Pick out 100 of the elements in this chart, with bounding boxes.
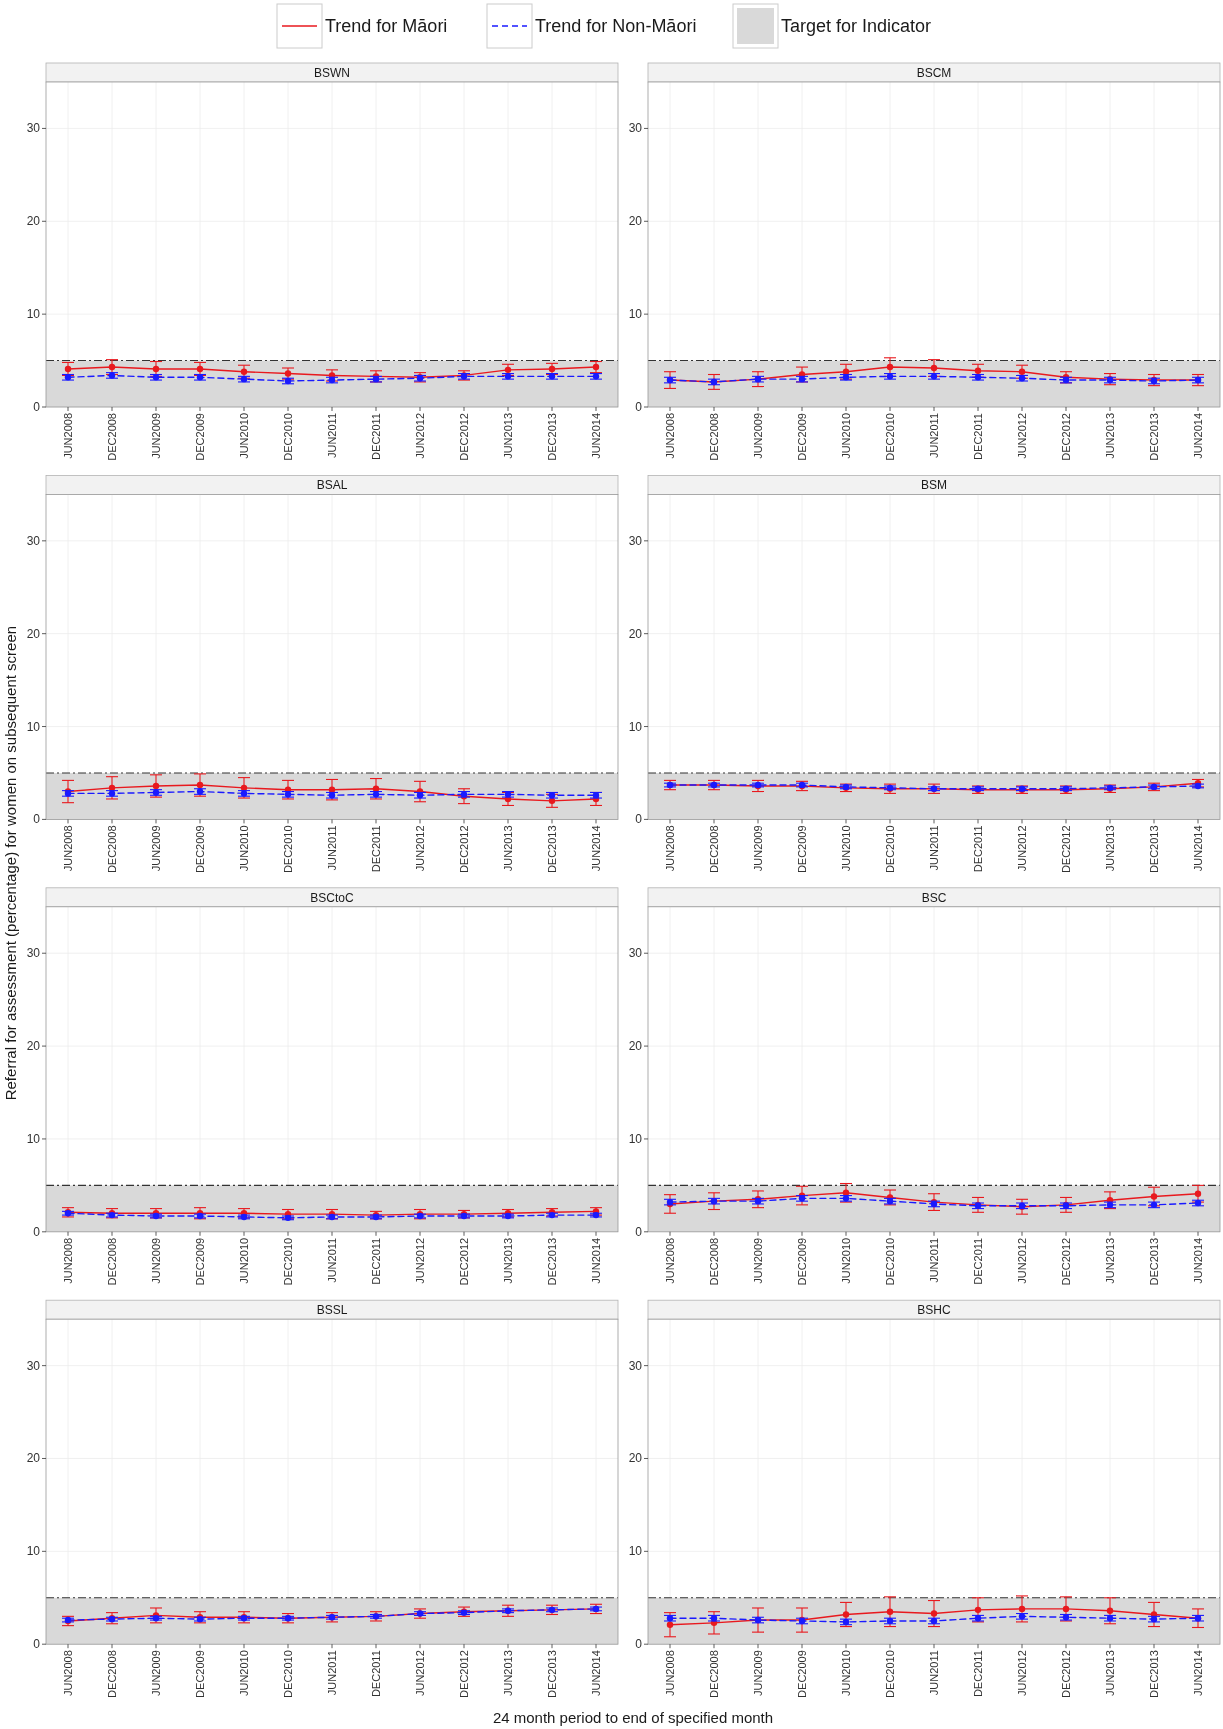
x-tick-label: JUN2014 — [1192, 1237, 1204, 1284]
x-tick-label: JUN2011 — [326, 413, 338, 459]
x-tick-label: DEC2010 — [884, 1237, 896, 1286]
x-tick-label: JUN2009 — [150, 413, 162, 459]
x-tick-label: JUN2011 — [326, 825, 338, 871]
x-tick-label: DEC2012 — [458, 1650, 470, 1698]
y-tick-label: 20 — [628, 214, 643, 229]
x-tick-label: DEC2008 — [708, 413, 720, 461]
x-tick-label: DEC2013 — [1148, 825, 1160, 874]
x-tick-label: JUN2010 — [238, 413, 250, 459]
y-tick-label: 0 — [635, 1224, 643, 1239]
x-tick-label: DEC2008 — [106, 413, 118, 461]
y-tick-label: 30 — [628, 1358, 643, 1373]
x-tick-label: DEC2013 — [546, 413, 558, 461]
x-tick-label: DEC2012 — [458, 413, 470, 461]
x-tick-label: DEC2011 — [972, 825, 984, 873]
x-tick-label: JUN2014 — [590, 1237, 602, 1284]
x-tick-label: DEC2012 — [1060, 413, 1072, 461]
y-tick-label: 20 — [26, 626, 41, 641]
x-tick-label: DEC2012 — [458, 1237, 470, 1286]
x-tick-label: JUN2012 — [414, 1237, 426, 1284]
x-tick-label: JUN2011 — [928, 1650, 940, 1696]
x-tick-label: JUN2013 — [502, 825, 514, 872]
chart-title: BSWN — [314, 66, 350, 80]
x-tick-label: DEC2011 — [370, 1650, 382, 1698]
x-tick-label: DEC2009 — [194, 1650, 206, 1698]
y-tick-label: 0 — [33, 1637, 41, 1652]
x-tick-label: DEC2009 — [194, 1237, 206, 1286]
chart-title: BSCtoC — [310, 890, 354, 905]
x-tick-label: DEC2013 — [546, 825, 558, 874]
x-tick-label: JUN2013 — [502, 413, 514, 459]
x-tick-label: JUN2009 — [752, 413, 764, 459]
legend-label: Target for Indicator — [781, 16, 932, 36]
x-tick-label: JUN2012 — [1016, 825, 1028, 872]
x-tick-label: DEC2011 — [370, 1237, 382, 1285]
x-tick-label: JUN2010 — [238, 825, 250, 872]
x-tick-label: DEC2008 — [708, 1650, 720, 1698]
x-tick-label: DEC2011 — [972, 413, 984, 460]
chart-title: BSM — [920, 478, 948, 493]
x-tick-label: JUN2013 — [502, 1650, 514, 1697]
y-tick-label: 30 — [628, 533, 643, 548]
x-tick-label: JUN2010 — [238, 1650, 250, 1697]
x-tick-label: DEC2012 — [458, 825, 470, 874]
x-tick-label: JUN2012 — [1016, 413, 1028, 459]
x-tick-label: DEC2012 — [1060, 1650, 1072, 1698]
x-tick-label: JUN2013 — [1104, 825, 1116, 872]
x-tick-label: DEC2009 — [194, 413, 206, 461]
x-tick-label: DEC2012 — [1060, 1237, 1072, 1286]
x-tick-label: JUN2009 — [150, 1237, 162, 1284]
x-tick-label: DEC2010 — [884, 413, 896, 461]
y-tick-label: 0 — [635, 1637, 643, 1652]
x-tick-label: JUN2011 — [928, 1237, 940, 1283]
x-tick-label: DEC2008 — [708, 825, 720, 874]
x-tick-label: DEC2013 — [546, 1650, 558, 1698]
x-tick-label: JUN2012 — [1016, 1237, 1028, 1284]
x-axis-title: 24 month period to end of specified month — [492, 1709, 774, 1726]
y-tick-label: 30 — [628, 946, 643, 961]
y-tick-label: 20 — [628, 1451, 643, 1466]
x-tick-label: JUN2013 — [1104, 1237, 1116, 1284]
y-tick-label: 20 — [26, 214, 41, 229]
x-tick-label: JUN2014 — [590, 1650, 602, 1697]
x-tick-label: JUN2008 — [664, 413, 676, 459]
x-tick-label: JUN2010 — [238, 1237, 250, 1284]
x-tick-label: DEC2010 — [282, 1237, 294, 1286]
x-tick-label: JUN2012 — [1016, 1650, 1028, 1697]
y-tick-label: 10 — [628, 1131, 643, 1146]
y-tick-label: 20 — [628, 626, 643, 641]
y-tick-label: 0 — [635, 812, 643, 827]
x-tick-label: DEC2008 — [106, 825, 118, 874]
x-tick-label: DEC2008 — [708, 1237, 720, 1286]
x-tick-label: JUN2009 — [150, 1650, 162, 1697]
y-tick-label: 20 — [26, 1451, 41, 1466]
x-tick-label: DEC2013 — [1148, 1650, 1160, 1698]
y-axis-title: Referral for assessment (percentage) for women on subsequent screen — [2, 625, 19, 1101]
chart-title: BSCM — [916, 66, 952, 80]
x-tick-label: DEC2013 — [546, 1237, 558, 1286]
y-tick-label: 20 — [26, 1039, 41, 1054]
x-tick-label: JUN2008 — [664, 1237, 676, 1284]
x-tick-label: JUN2010 — [840, 413, 852, 459]
x-tick-label: JUN2009 — [150, 825, 162, 872]
x-tick-label: DEC2012 — [1060, 825, 1072, 874]
y-tick-label: 10 — [26, 307, 41, 322]
x-tick-label: DEC2009 — [796, 413, 808, 461]
y-tick-label: 10 — [26, 1544, 41, 1559]
x-tick-label: JUN2008 — [664, 825, 676, 872]
x-tick-label: DEC2011 — [370, 413, 382, 460]
x-tick-label: JUN2008 — [62, 825, 74, 872]
x-tick-label: DEC2010 — [282, 1650, 294, 1698]
chart-title: BSHC — [917, 1303, 951, 1318]
x-tick-label: JUN2013 — [502, 1237, 514, 1284]
x-tick-label: JUN2014 — [1192, 825, 1204, 872]
x-tick-label: DEC2010 — [884, 825, 896, 874]
y-tick-label: 30 — [26, 1358, 41, 1373]
legend-label: Trend for Māori — [325, 16, 448, 36]
x-tick-label: JUN2010 — [840, 1237, 852, 1284]
x-tick-label: DEC2013 — [1148, 1237, 1160, 1286]
x-tick-label: DEC2011 — [972, 1237, 984, 1285]
chart-title: BSAL — [316, 478, 348, 493]
x-tick-label: JUN2012 — [414, 1650, 426, 1697]
y-tick-label: 0 — [33, 1224, 41, 1239]
